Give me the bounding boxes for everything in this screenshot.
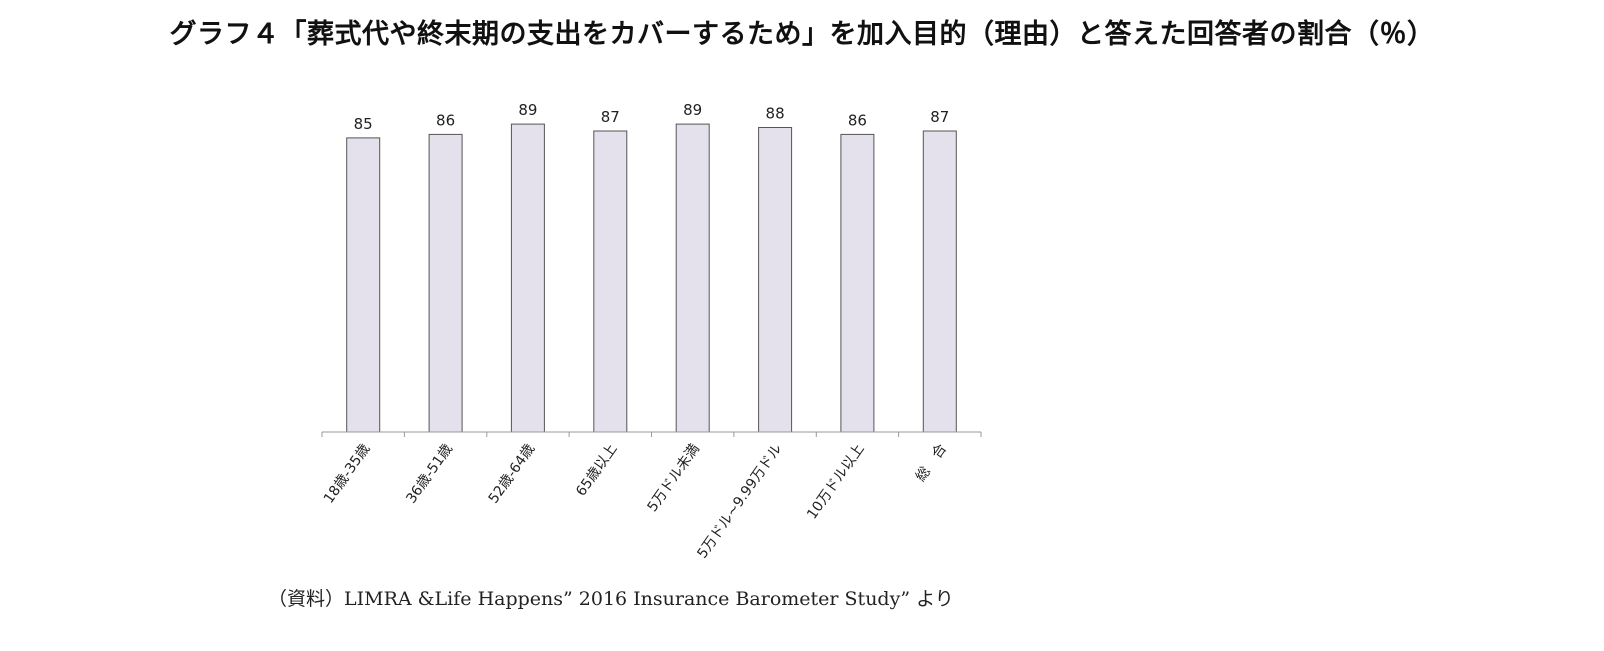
data-label: 89 (683, 101, 702, 119)
bar (510, 123, 545, 433)
x-tick-label: 18歳-35歳 (321, 441, 374, 506)
bar (428, 133, 463, 433)
x-tick-label: 10万ドル以上 (804, 441, 867, 522)
data-label: 85 (354, 115, 373, 133)
data-label: 86 (848, 111, 867, 129)
data-label: 86 (436, 111, 455, 129)
bar (675, 123, 710, 433)
data-label: 87 (930, 108, 949, 126)
bar (593, 130, 628, 433)
bar (346, 137, 381, 433)
x-tick-label: 5万ドル未満 (645, 441, 703, 515)
x-tick-label: 36歳-51歳 (403, 441, 456, 506)
bar (840, 133, 875, 433)
x-tick-label: 5万ドル~9.99万ドル (694, 441, 785, 561)
bar (758, 127, 793, 433)
x-tick-label: 65歳以上 (573, 441, 620, 499)
x-tick-label: 52歳-64歳 (486, 441, 539, 506)
data-label: 88 (766, 105, 785, 123)
bar (922, 130, 957, 433)
data-label: 87 (601, 108, 620, 126)
chart-title: グラフ４「葬式代や終末期の支出をカバーするため」を加入目的（理由）と答えた回答者… (169, 19, 1435, 50)
data-label: 89 (518, 101, 537, 119)
source-note: （資料）LIMRA &Life Happens” 2016 Insurance … (268, 588, 954, 610)
x-tick-label: 総 合 (913, 441, 950, 485)
